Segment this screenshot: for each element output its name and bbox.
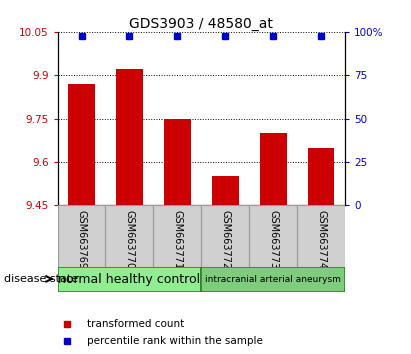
Bar bbox=[116, 69, 143, 205]
Bar bbox=[249, 205, 297, 267]
Text: GSM663769: GSM663769 bbox=[76, 210, 86, 269]
Bar bbox=[260, 133, 286, 205]
Bar bbox=[164, 119, 191, 205]
Text: intracranial arterial aneurysm: intracranial arterial aneurysm bbox=[206, 275, 341, 284]
Text: GSM663771: GSM663771 bbox=[173, 210, 182, 269]
Title: GDS3903 / 48580_at: GDS3903 / 48580_at bbox=[129, 17, 273, 31]
Bar bbox=[201, 205, 249, 267]
Text: transformed count: transformed count bbox=[87, 319, 185, 329]
Bar bbox=[308, 148, 335, 205]
Text: normal healthy control: normal healthy control bbox=[58, 273, 201, 286]
Bar bbox=[297, 205, 345, 267]
Bar bbox=[106, 205, 153, 267]
Text: percentile rank within the sample: percentile rank within the sample bbox=[87, 336, 263, 346]
Text: disease state: disease state bbox=[4, 274, 78, 284]
Bar bbox=[68, 84, 95, 205]
Bar bbox=[153, 205, 201, 267]
Text: GSM663773: GSM663773 bbox=[268, 210, 278, 269]
Bar bbox=[212, 176, 238, 205]
Bar bbox=[58, 267, 201, 292]
Text: GSM663770: GSM663770 bbox=[125, 210, 134, 269]
Text: GSM663772: GSM663772 bbox=[220, 210, 230, 269]
Bar bbox=[201, 267, 345, 292]
Bar bbox=[58, 205, 106, 267]
Text: GSM663774: GSM663774 bbox=[316, 210, 326, 269]
